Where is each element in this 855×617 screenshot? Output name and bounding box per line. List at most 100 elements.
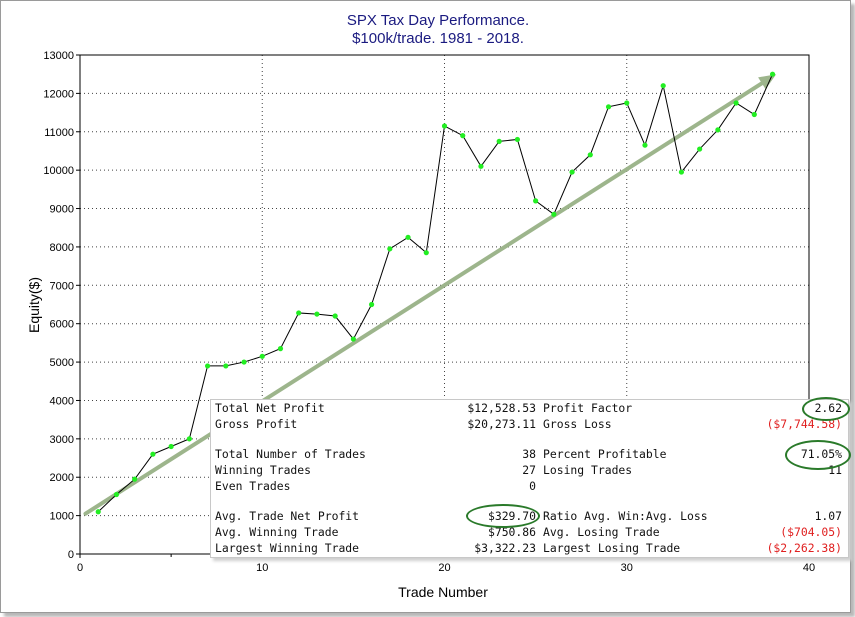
equity-point xyxy=(168,443,174,450)
equity-point xyxy=(751,111,757,118)
x-tick-label: 10 xyxy=(256,562,268,574)
stats-value: 1.07 xyxy=(814,509,842,523)
equity-point xyxy=(369,301,375,308)
y-tick-label: 3000 xyxy=(50,434,74,446)
equity-point xyxy=(569,169,575,175)
y-tick-label: 2000 xyxy=(50,472,74,484)
equity-point xyxy=(624,100,630,106)
trend-arrow-head xyxy=(758,74,777,90)
equity-point xyxy=(332,313,338,319)
equity-point xyxy=(697,146,703,152)
stats-row: Winning Trades 27 Losing Trades 11 xyxy=(211,463,848,479)
y-tick-label: 5000 xyxy=(50,357,74,369)
equity-point xyxy=(150,451,156,457)
stats-row: Gross Profit $20,273.11 Gross Loss ($7,744.… xyxy=(211,417,848,433)
stats-value: 27 xyxy=(522,463,536,477)
x-tick-label: 0 xyxy=(77,562,83,574)
stats-label: Total Net Profit xyxy=(215,401,325,415)
stats-row: Avg. Winning Trade $750.86 Avg. Losing Tra… xyxy=(211,525,848,541)
chart-title: SPX Tax Day Performance. xyxy=(347,12,529,29)
performance-stats-panel: Total Net Profit $12,528.53 Profit Factor 2… xyxy=(210,399,849,558)
stats-value: $20,273.11 xyxy=(467,417,536,431)
stats-label: Winning Trades xyxy=(215,463,312,477)
equity-point xyxy=(605,104,612,110)
stats-label: Losing Trades xyxy=(543,463,633,477)
equity-point xyxy=(460,133,466,139)
stats-row: Even Trades 0 xyxy=(211,479,848,495)
stats-value: $750.86 xyxy=(487,525,536,539)
y-tick-label: 10000 xyxy=(43,165,74,177)
equity-point xyxy=(186,436,192,442)
tick-labels: 0100020003000400050006000700080009000100… xyxy=(43,50,815,574)
y-tick-label: 6000 xyxy=(50,319,74,331)
equity-point xyxy=(223,363,229,369)
x-tick-label: 20 xyxy=(438,562,450,574)
equity-point xyxy=(642,142,648,148)
equity-point xyxy=(405,234,411,240)
chart-subtitle: $100k/trade. 1981 - 2018. xyxy=(352,30,524,47)
equity-point xyxy=(478,163,484,169)
highlight-ring-avg-trade-net-profit xyxy=(466,504,540,528)
stats-label: Largest Winning Trade xyxy=(215,541,360,555)
equity-point xyxy=(769,71,776,77)
stats-label: Gross Loss xyxy=(543,417,612,431)
y-tick-label: 1000 xyxy=(50,511,74,523)
y-tick-label: 0 xyxy=(68,549,74,561)
stats-label: Ratio Avg. Win:Avg. Loss xyxy=(543,509,708,523)
y-tick-label: 8000 xyxy=(50,242,74,254)
equity-point xyxy=(204,363,211,369)
stats-label: Profit Factor xyxy=(543,401,633,415)
equity-point xyxy=(496,138,502,144)
equity-point xyxy=(715,127,721,133)
equity-point xyxy=(551,211,557,217)
stats-value: $3,322.23 xyxy=(474,541,536,555)
equity-series xyxy=(95,71,776,515)
stats-value: ($2,262.38) xyxy=(766,541,842,555)
equity-point xyxy=(277,346,284,352)
stats-label: Percent Profitable xyxy=(543,447,667,461)
highlight-ring-percent-profitable xyxy=(785,440,851,470)
stats-value: ($704.05) xyxy=(780,525,842,539)
equity-point xyxy=(241,359,247,365)
equity-point xyxy=(259,353,265,359)
equity-point xyxy=(587,152,593,158)
stats-value: $12,528.53 xyxy=(467,401,536,415)
equity-point xyxy=(95,509,101,515)
stats-value: 0 xyxy=(529,479,536,493)
equity-point xyxy=(387,246,393,252)
equity-line xyxy=(97,73,774,513)
equity-point xyxy=(514,136,521,143)
equity-point xyxy=(296,310,302,316)
stats-label: Avg. Losing Trade xyxy=(543,525,660,539)
y-tick-label: 4000 xyxy=(50,395,74,407)
stats-label: Gross Profit xyxy=(215,417,298,431)
equity-point xyxy=(423,250,429,256)
equity-point xyxy=(441,123,448,129)
y-tick-label: 7000 xyxy=(50,280,74,292)
y-tick-label: 11000 xyxy=(44,127,74,139)
stats-label: Largest Losing Trade xyxy=(543,541,681,555)
y-axis-label: Equity($) xyxy=(26,277,42,333)
y-tick-label: 9000 xyxy=(50,204,74,216)
stats-label: Even Trades xyxy=(215,479,291,493)
equity-point xyxy=(132,476,138,482)
stats-row: Total Number of Trades 38 Percent Profitab… xyxy=(211,447,848,463)
highlight-ring-profit-factor xyxy=(802,397,850,421)
equity-point xyxy=(350,336,356,342)
stats-value: 38 xyxy=(522,447,536,461)
equity-point xyxy=(113,491,120,498)
equity-point xyxy=(678,169,685,175)
equity-point xyxy=(314,311,320,317)
trend-arrow xyxy=(83,74,777,516)
x-tick-label: 30 xyxy=(621,562,633,574)
y-tick-label: 13000 xyxy=(43,50,74,62)
stats-row: Total Net Profit $12,528.53 Profit Factor 2… xyxy=(211,401,848,417)
equity-point xyxy=(733,100,739,106)
y-tick-label: 12000 xyxy=(43,88,74,100)
x-axis-label: Trade Number xyxy=(398,584,488,600)
equity-point xyxy=(660,83,666,89)
trend-arrow-shaft xyxy=(83,81,764,516)
equity-point xyxy=(533,198,539,204)
stats-label: Total Number of Trades xyxy=(215,447,366,461)
